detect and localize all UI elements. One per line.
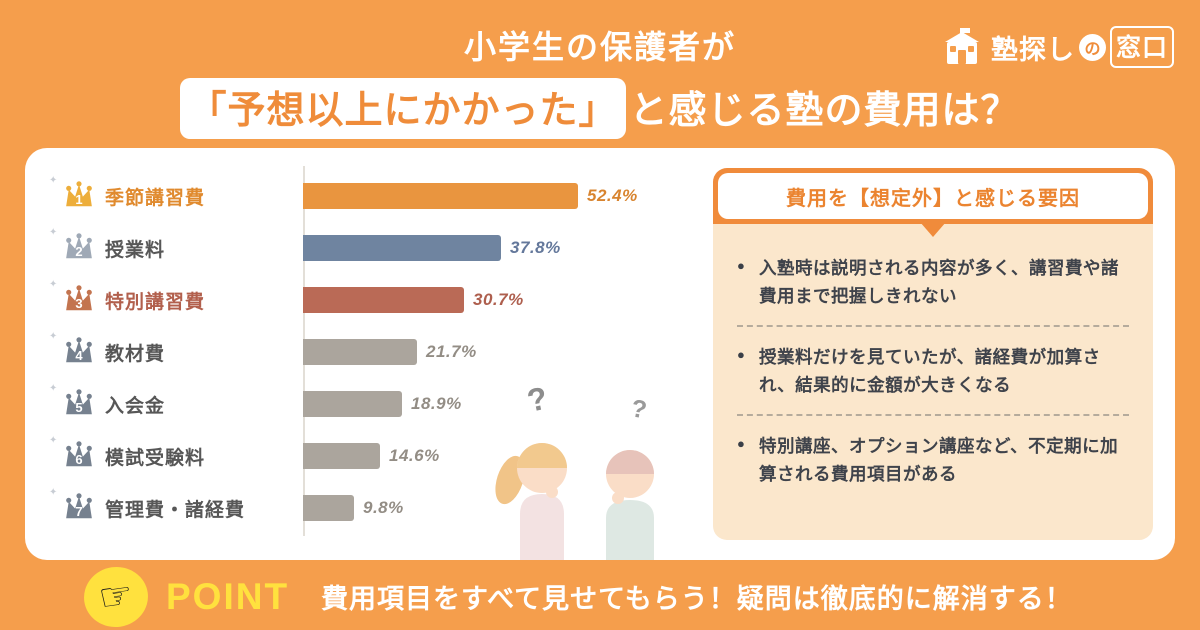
chart-row-2: 2 授業料 37.8%	[49, 222, 721, 274]
rank-number: 1	[75, 192, 83, 207]
category-label: 教材費	[105, 343, 166, 365]
brand-logo-text: 塾探し の 窓口	[991, 26, 1174, 68]
value-label: 18.9%	[411, 394, 462, 413]
value-label: 37.8%	[510, 238, 561, 257]
value-label: 14.6%	[389, 446, 440, 465]
factors-panel-body: ● 入塾時は説明される内容が多く、講習費や諸費用まで把握しきれない ● 授業料だ…	[713, 224, 1153, 540]
ranking-bar-chart: 1 季節講習費 52.4% 2 授業料	[49, 166, 721, 536]
point-badge: ☞	[80, 562, 152, 630]
rank-crown-icon: 3	[49, 279, 105, 317]
category-label: 季節講習費	[105, 187, 206, 209]
category-label: 入会金	[105, 395, 166, 417]
main-card: 1 季節講習費 52.4% 2 授業料	[25, 148, 1175, 560]
page-title: 小学生の保護者が 「予想以上にかかった」 と感じる塾の費用は？	[0, 22, 1200, 139]
factors-panel-header: 費用を【想定外】と感じる要因	[713, 168, 1153, 224]
school-building-icon	[944, 28, 979, 64]
chart-row-5: 5 入会金 18.9%	[49, 378, 721, 430]
rank-number: 4	[75, 348, 83, 363]
rank-number: 2	[75, 244, 83, 259]
factor-text: 特別講座、オプション講座など、不定期に加算される費用項目がある	[759, 436, 1119, 484]
rank-crown-icon: 7	[49, 487, 105, 525]
bar-track: 9.8%	[303, 495, 721, 521]
chart-row-6: 6 模試受験料 14.6%	[49, 430, 721, 482]
point-label: POINT	[166, 575, 290, 617]
category-label: 授業料	[105, 239, 166, 261]
rank-number: 3	[75, 296, 83, 311]
bar	[303, 287, 464, 313]
rank-crown-icon: 1	[49, 175, 105, 213]
title-highlight: 「予想以上にかかった」	[180, 78, 626, 139]
factor-text: 入塾時は説明される内容が多く、講習費や諸費用まで把握しきれない	[759, 258, 1119, 306]
rank-crown-icon: 5	[49, 383, 105, 421]
svg-text:?: ?	[629, 394, 649, 424]
rank-number: 7	[75, 504, 83, 519]
bar-track: 30.7%	[303, 287, 721, 313]
factors-panel: 費用を【想定外】と感じる要因 ● 入塾時は説明される内容が多く、講習費や諸費用ま…	[713, 168, 1153, 540]
bar	[303, 391, 402, 417]
bar-track: 37.8%	[303, 235, 721, 261]
value-label: 30.7%	[473, 290, 524, 309]
point-strip: ☞ POINT 費用項目をすべて見せてもらう！疑問は徹底的に解消する！	[0, 562, 1200, 630]
bar	[303, 235, 501, 261]
brand-logo: 塾探し の 窓口	[941, 26, 1174, 68]
factor-text: 授業料だけを見ていたが、諸経費が加算され、結果的に金額が大きくなる	[759, 347, 1101, 395]
speech-notch	[920, 222, 946, 237]
bar	[303, 443, 380, 469]
bullet-dot-icon: ●	[737, 436, 745, 451]
bar-track: 52.4%	[303, 183, 721, 209]
pointing-hand-icon: ☞	[96, 573, 136, 620]
bar	[303, 183, 578, 209]
value-label: 52.4%	[587, 186, 638, 205]
point-message: 費用項目をすべて見せてもらう！疑問は徹底的に解消する！	[321, 584, 1073, 614]
bar-track: 18.9%	[303, 391, 721, 417]
factors-panel-title: 費用を【想定外】と感じる要因	[718, 173, 1148, 219]
rank-crown-icon: 2	[49, 227, 105, 265]
svg-text:?: ?	[524, 380, 551, 419]
value-label: 21.7%	[426, 342, 477, 361]
logo-text-window: 窓口	[1109, 26, 1174, 68]
title-line2-rest: と感じる塾の費用は？	[629, 90, 1020, 132]
logo-text-main: 塾探し	[990, 34, 1075, 65]
chart-row-3: 3 特別講習費 30.7%	[49, 274, 721, 326]
bullet-dot-icon: ●	[737, 347, 745, 362]
logo-no-circle: の	[1078, 33, 1106, 61]
chart-row-1: 1 季節講習費 52.4%	[49, 170, 721, 222]
title-line2: 「予想以上にかかった」 と感じる塾の費用は？	[0, 78, 1200, 139]
factor-item-1: ● 入塾時は説明される内容が多く、講習費や諸費用まで把握しきれない	[737, 238, 1129, 325]
bullet-dot-icon: ●	[737, 258, 745, 273]
bar-track: 14.6%	[303, 443, 721, 469]
thinking-people-illustration: ? ?	[480, 380, 710, 560]
value-label: 9.8%	[363, 498, 404, 517]
chart-row-4: 4 教材費 21.7%	[49, 326, 721, 378]
rank-number: 6	[75, 452, 83, 467]
category-label: 特別講習費	[105, 291, 206, 313]
rank-crown-icon: 4	[49, 331, 105, 369]
rank-number: 5	[75, 400, 83, 415]
chart-row-7: 7 管理費・諸経費 9.8%	[49, 482, 721, 534]
factor-item-2: ● 授業料だけを見ていたが、諸経費が加算され、結果的に金額が大きくなる	[737, 325, 1129, 414]
chart-rows: 1 季節講習費 52.4% 2 授業料	[49, 166, 721, 536]
category-label: 管理費・諸経費	[105, 499, 246, 521]
bar	[303, 495, 354, 521]
factor-item-3: ● 特別講座、オプション講座など、不定期に加算される費用項目がある	[737, 414, 1129, 503]
bar-track: 21.7%	[303, 339, 721, 365]
rank-crown-icon: 6	[49, 435, 105, 473]
bar	[303, 339, 417, 365]
title-line1: 小学生の保護者が	[463, 29, 736, 65]
category-label: 模試受験料	[105, 447, 206, 469]
